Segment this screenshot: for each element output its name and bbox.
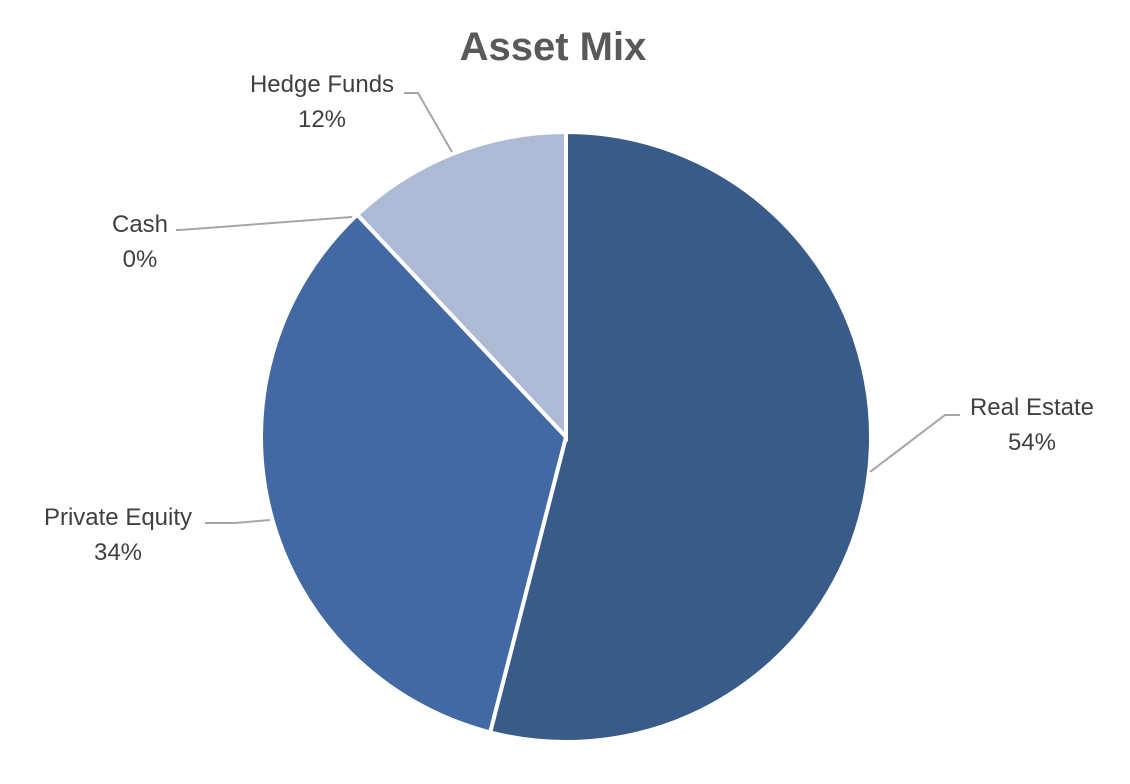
data-label-category-cash: Cash (112, 211, 168, 238)
leader-lines (176, 92, 960, 524)
leader-line-real-estate (869, 414, 960, 473)
pie-slice-private-equity (259, 211, 569, 735)
pie-slice-hedge-funds (354, 129, 568, 443)
pie-slices (259, 129, 873, 744)
chart-title: Asset Mix (460, 25, 647, 69)
leader-line-cash (176, 216, 353, 231)
data-label-percent-cash: 0% (123, 246, 158, 273)
data-label-category-private-equity: Private Equity (44, 504, 192, 531)
data-label-percent-real-estate: 54% (1008, 429, 1056, 456)
data-label-category-hedge-funds: Hedge Funds (250, 71, 394, 98)
leader-line-hedge-funds (404, 92, 453, 153)
data-label-category-real-estate: Real Estate (970, 394, 1094, 421)
data-label-percent-hedge-funds: 12% (298, 106, 346, 133)
pie-slice-real-estate (487, 129, 873, 744)
leader-line-private-equity (205, 519, 271, 524)
data-label-percent-private-equity: 34% (94, 539, 142, 566)
data-labels: Real Estate 54% Private Equity 34% Cash 0% Hed… (44, 71, 1094, 566)
